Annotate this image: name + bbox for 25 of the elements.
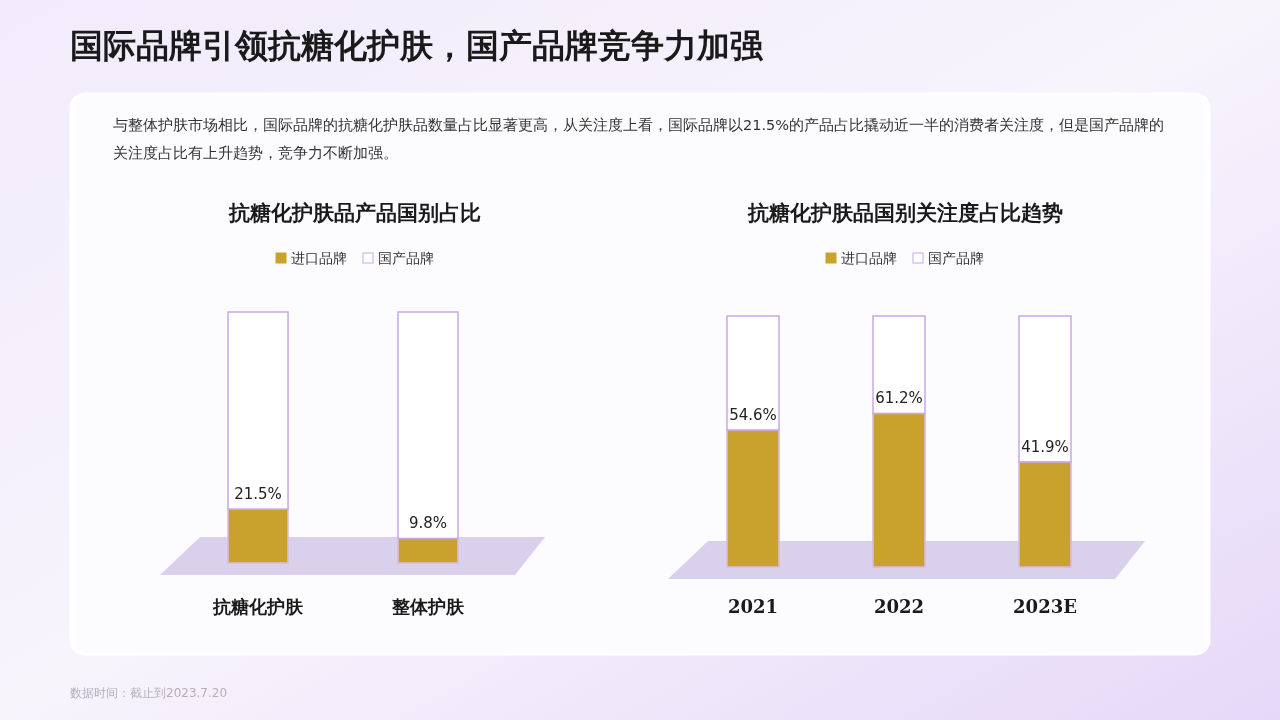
bar xyxy=(1018,461,1072,568)
text: 国际品牌引领抗糖化护肤，国产品牌竞争力加强 xyxy=(70,26,764,65)
bar xyxy=(872,412,926,568)
legend-label: 进口品牌 xyxy=(291,250,347,266)
legend-label: 进口品牌 xyxy=(841,250,897,266)
chart-title: 抗糖化护肤品国别关注度占比趋势 xyxy=(746,200,1063,225)
legend-label: 国产品牌 xyxy=(378,250,434,266)
bar xyxy=(726,315,780,431)
x-tick-label: 2021 xyxy=(727,596,779,617)
bar xyxy=(726,429,780,568)
bar xyxy=(872,315,926,415)
data-label: 21.5% xyxy=(234,485,282,504)
text: 与整体护肤市场相比，国际品牌的抗糖化护肤品数量占比显著更高，从关注度上看，国际品牌以21.5%的产品占比撬动近一半的消费者关注度，但是国产品牌的关注度占比有上升趋势，竞争力不断加强。 xyxy=(113,117,1165,161)
data-label: 61.2% xyxy=(875,389,923,408)
x-tick-label: 2022 xyxy=(873,596,925,617)
chart-title: 抗糖化护肤品产品国别占比 xyxy=(228,200,481,225)
x-tick-label: 整体护肤 xyxy=(391,596,465,617)
x-tick-label: 抗糖化护肤 xyxy=(212,596,304,617)
legend-label: 国产品牌 xyxy=(928,250,984,266)
data-label: 41.9% xyxy=(1021,437,1069,456)
x-tick-label: 2023E xyxy=(1013,596,1077,617)
bar xyxy=(1018,315,1072,463)
data-label: 54.6% xyxy=(729,405,777,424)
data-label: 9.8% xyxy=(408,514,448,533)
text: 数据时间：截止到2023.7.20 xyxy=(70,686,228,700)
